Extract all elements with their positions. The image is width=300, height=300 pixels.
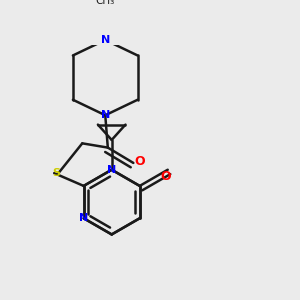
Text: N: N bbox=[79, 213, 88, 223]
Text: O: O bbox=[135, 155, 146, 168]
Text: N: N bbox=[100, 35, 110, 45]
Text: N: N bbox=[100, 110, 110, 120]
Text: N: N bbox=[107, 165, 116, 175]
Text: CH₃: CH₃ bbox=[96, 0, 115, 6]
Text: O: O bbox=[161, 170, 171, 183]
Text: S: S bbox=[52, 168, 60, 178]
